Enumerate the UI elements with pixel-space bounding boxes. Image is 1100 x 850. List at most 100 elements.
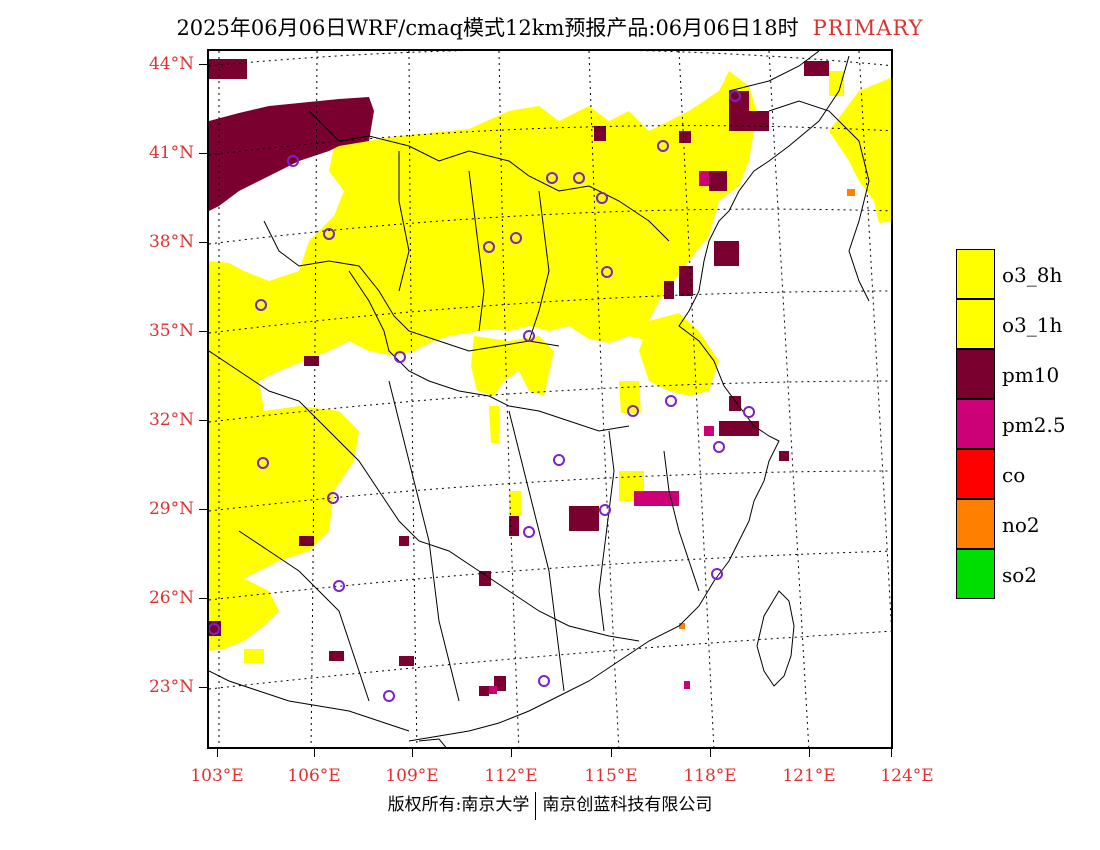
coastline [408,55,850,742]
lon-label-112e: 112°E [484,766,538,786]
lat-tick [199,598,207,599]
legend-label: pm10 [1002,363,1060,387]
province-line-3 [348,270,630,432]
station-marker [711,568,723,580]
lon-tick [710,749,711,757]
no2-layer [679,189,855,629]
footer-divider [535,791,537,820]
province-line-11 [663,450,700,592]
lat-tick [199,509,207,510]
province-line-5 [528,190,550,342]
legend-label: no2 [1002,513,1040,537]
legend-swatch [956,449,995,499]
province-line-7 [209,350,640,642]
copyright-right: 南京创蓝科技有限公司 [542,795,713,815]
station-marker [657,140,669,152]
legend-label: o3_1h [1002,313,1063,337]
lon-tick [611,749,612,757]
station-marker [599,504,611,516]
station-marker [713,441,725,453]
legend-swatch [956,249,995,299]
station-marker [665,395,677,407]
station-marker [383,690,395,702]
station-marker [627,405,639,417]
station-marker [743,406,755,418]
station-marker [523,330,535,342]
copyright-footer: 版权所有:南京大学 南京创蓝科技有限公司 [0,790,1100,820]
province-line-9 [508,410,565,692]
legend-swatch [956,399,995,449]
station-marker [546,172,558,184]
copyright-left: 版权所有:南京大学 [387,795,530,815]
legend-label: pm2.5 [1002,413,1066,437]
lat-label-32n: 32°N [148,410,194,430]
legend-swatch [956,349,995,399]
lon-tick [809,749,810,757]
province-line-4 [468,170,485,332]
lon-label-118e: 118°E [683,766,737,786]
station-marker [729,90,741,102]
station-marker [323,228,335,240]
province-line-2 [263,220,560,352]
pm25-layer [489,171,714,694]
station-marker [601,266,613,278]
o3-region-southwest [209,381,359,591]
station-marker [257,457,269,469]
station-marker [327,492,339,504]
station-marker [209,623,220,635]
lat-tick [199,331,207,332]
o3-region-east [639,313,719,396]
station-marker [596,192,608,204]
station-marker [255,299,267,311]
lat-tick [199,64,207,65]
o3-region-northeast-tip [829,77,891,223]
station-marker [510,232,522,244]
title-tag: PRIMARY [812,16,924,40]
station-marker [333,580,345,592]
province-line-1 [308,110,670,242]
lat-label-35n: 35°N [148,321,194,341]
lat-label-29n: 29°N [148,499,194,519]
o3-layer [209,71,891,663]
station-marker [523,526,535,538]
province-line-6 [398,151,410,292]
o3-region-north [209,71,757,391]
legend-label: so2 [1002,563,1038,587]
station-marker [573,172,585,184]
province-line-13 [209,670,410,732]
lon-tick [511,749,512,757]
legend-swatch [956,299,995,349]
lon-label-106e: 106°E [287,766,341,786]
province-line-10 [598,430,615,632]
lon-tick [217,749,218,757]
lon-label-103e: 103°E [190,766,244,786]
lon-label-124e: 124°E [880,766,934,786]
map-canvas [209,51,891,747]
station-marker [394,351,406,363]
lat-label-26n: 26°N [148,588,194,608]
lon-label-121e: 121°E [782,766,836,786]
station-marker [287,155,299,167]
station-marker [538,675,550,687]
lat-tick [199,153,207,154]
province-line-14 [768,100,870,302]
title-main: 2025年06月06日WRF/cmaq模式12km预报产品:06月06日18时 [176,16,799,40]
province-line-12 [238,530,370,702]
o3-region-yunnan [209,576,279,651]
map-panel [207,49,893,749]
taiwan-outline [756,590,795,687]
lat-label-23n: 23°N [148,677,194,697]
lon-tick [314,749,315,757]
lat-tick [199,242,207,243]
map-title: 2025年06月06日WRF/cmaq模式12km预报产品:06月06日18时 P… [0,12,1100,42]
pm10-region-northwest [209,97,374,211]
station-markers [209,90,755,702]
lon-tick [412,749,413,757]
lat-label-41n: 41°N [148,143,194,163]
station-marker [553,454,565,466]
station-marker [483,241,495,253]
province-line-8 [388,380,460,702]
legend-label: o3_8h [1002,263,1063,287]
hainan-outline [418,738,447,747]
lon-label-115e: 115°E [584,766,638,786]
